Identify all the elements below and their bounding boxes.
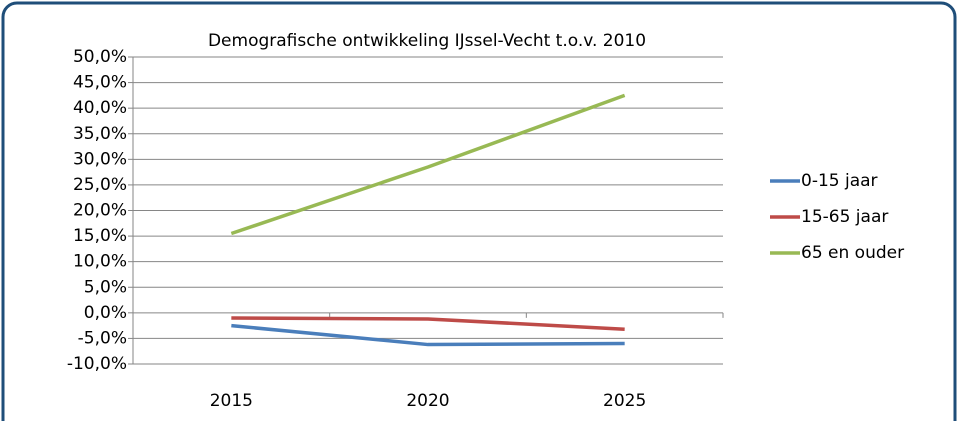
legend-label: 65 en ouder xyxy=(801,243,904,263)
chart-title: Demografische ontwikkeling IJssel-Vecht … xyxy=(208,31,646,51)
x-tick-label: 2020 xyxy=(406,391,449,411)
y-tick-label: 45,0% xyxy=(73,73,127,93)
x-tick-label: 2015 xyxy=(210,391,253,411)
y-tick-label: 0,0% xyxy=(84,303,127,323)
y-tick-label: 10,0% xyxy=(73,252,127,272)
data-line xyxy=(231,316,625,331)
y-tick-label: 20,0% xyxy=(73,201,127,221)
y-tick-label: 40,0% xyxy=(73,98,127,118)
y-tick-label: 30,0% xyxy=(73,149,127,169)
y-tick-label: -5,0% xyxy=(78,328,127,348)
y-tick-label: -10,0% xyxy=(67,354,127,374)
legend-label: 0-15 jaar xyxy=(801,171,878,191)
y-tick-label: 5,0% xyxy=(84,277,127,297)
y-tick-label: 25,0% xyxy=(73,175,127,195)
y-tick-label: 35,0% xyxy=(73,124,127,144)
data-line xyxy=(231,323,625,347)
y-tick-label: 50,0% xyxy=(73,47,127,67)
x-tick-label: 2025 xyxy=(603,391,646,411)
y-tick-label: 15,0% xyxy=(73,226,127,246)
data-line xyxy=(230,93,626,236)
legend-label: 15-65 jaar xyxy=(801,207,888,227)
